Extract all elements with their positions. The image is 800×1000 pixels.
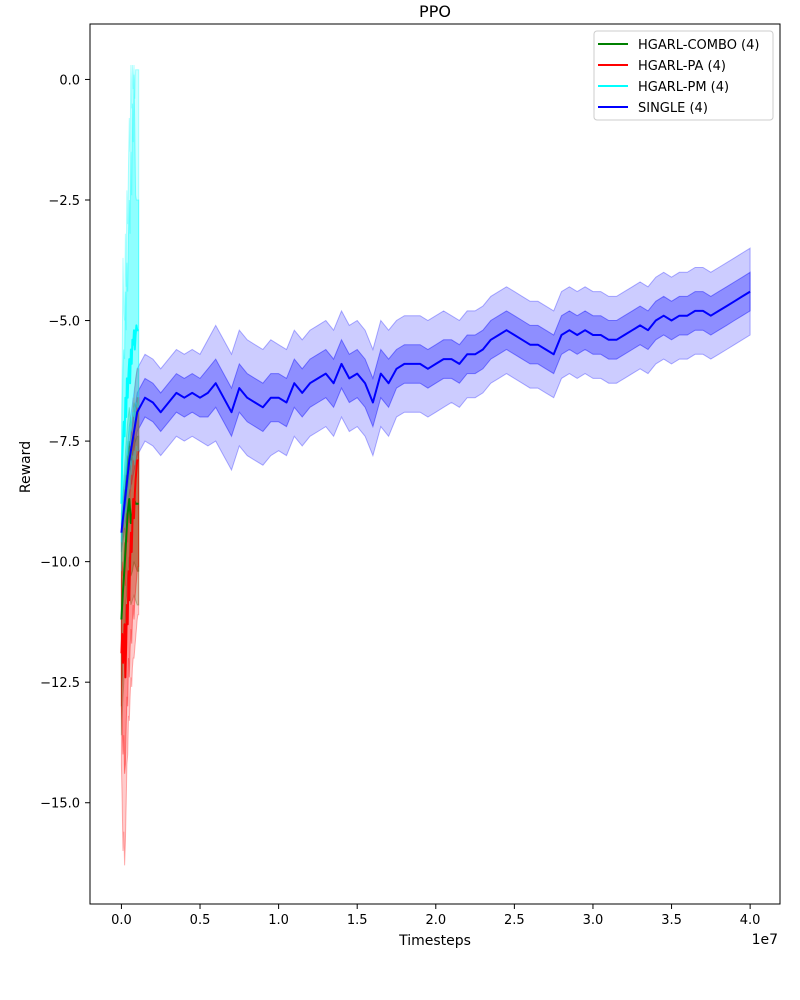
legend-label: SINGLE (4) — [638, 101, 708, 116]
y-tick-label: −2.5 — [48, 194, 80, 209]
legend-box — [593, 30, 774, 121]
x-tick-label: 2.0 — [425, 913, 446, 928]
y-tick-label: 0.0 — [59, 73, 80, 88]
y-tick-label: −5.0 — [48, 315, 80, 330]
legend: HGARL-COMBO (4) HGARL-PA (4) HGARL-PM (4) S… — [593, 30, 774, 121]
x-axis: 0.0 0.5 1.0 1.5 2.0 2.5 3.0 3.5 4.0 — [111, 904, 760, 928]
series-line — [120, 498, 139, 620]
y-axis: 0.0 −2.5 −5.0 −7.5 −10.0 −12.5 −15.0 — [40, 73, 90, 812]
x-axis-offset-label: 1e7 — [752, 932, 778, 948]
series-inner-band — [120, 271, 751, 543]
series-line — [120, 459, 139, 679]
x-tick-label: 2.5 — [504, 913, 525, 928]
x-tick-label: 4.0 — [740, 913, 761, 928]
x-tick-label: 0.0 — [111, 913, 132, 928]
series-outer-band — [120, 64, 140, 572]
y-axis-label: Reward — [18, 441, 34, 493]
legend-label: HGARL-PA (4) — [638, 59, 726, 74]
x-tick-label: 0.5 — [190, 913, 211, 928]
y-tick-label: −12.5 — [40, 676, 80, 691]
series-line — [120, 290, 751, 533]
y-tick-label: −7.5 — [48, 435, 80, 450]
chart-title: PPO — [419, 2, 451, 21]
y-tick-label: −15.0 — [40, 797, 80, 812]
series-outer-band — [120, 247, 751, 553]
legend-label: HGARL-COMBO (4) — [638, 38, 759, 53]
x-tick-label: 3.0 — [583, 913, 604, 928]
series-lines — [120, 290, 751, 679]
x-tick-label: 1.5 — [347, 913, 368, 928]
x-tick-label: 3.5 — [661, 913, 682, 928]
x-axis-label: Timesteps — [398, 933, 471, 949]
x-tick-label: 1.0 — [268, 913, 289, 928]
y-tick-label: −10.0 — [40, 556, 80, 571]
legend-label: HGARL-PM (4) — [638, 80, 729, 95]
plot-area-frame — [89, 23, 781, 905]
series-line — [120, 324, 139, 504]
